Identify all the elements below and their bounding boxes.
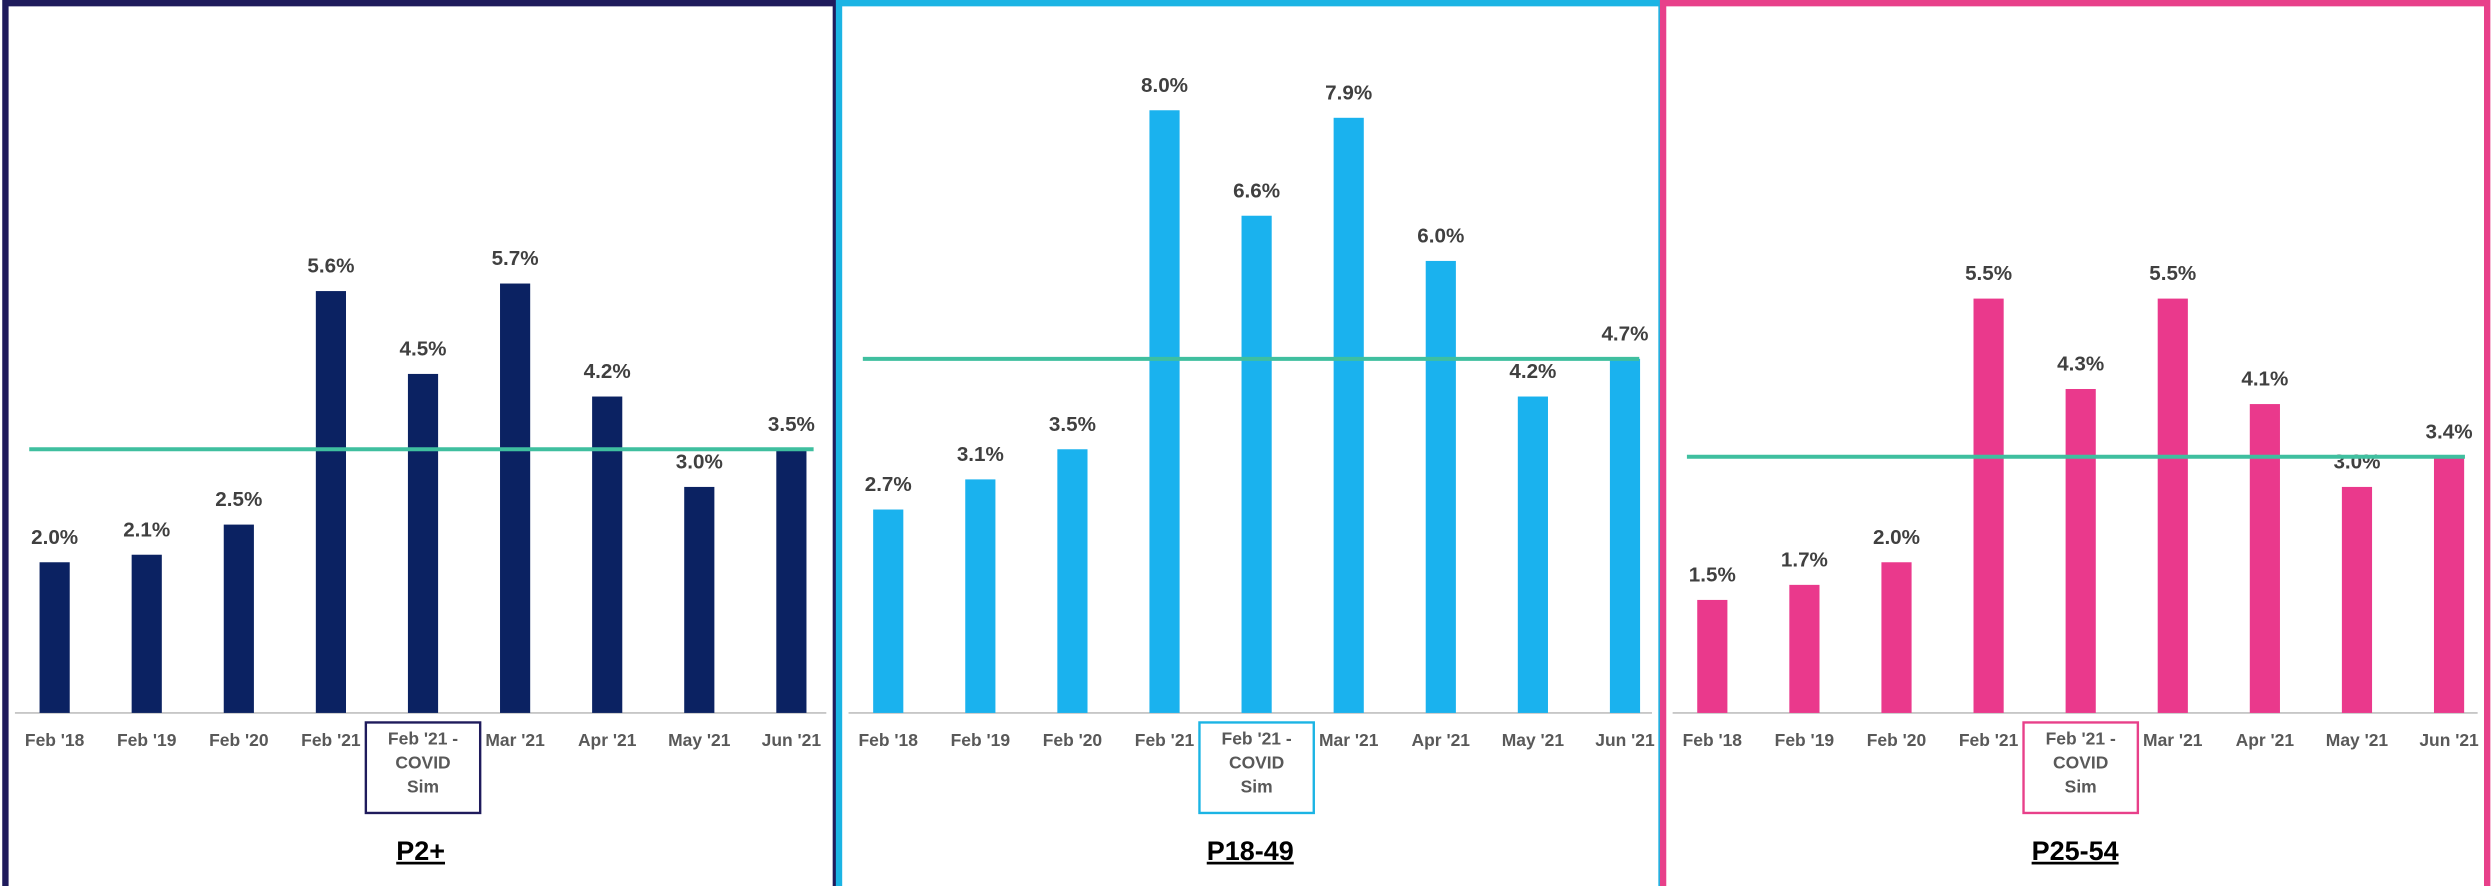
bar [407, 373, 439, 713]
bar [1149, 110, 1180, 713]
x-tick-label: Feb '18 [1683, 730, 1743, 750]
x-tick-label: Feb '19 [117, 730, 177, 750]
highlight-box [2022, 721, 2140, 815]
category-wrap: Feb '21 - COVID Sim [2045, 730, 2116, 798]
x-tick-label: May '21 [1502, 730, 1565, 750]
value-label: 5.5% [1965, 262, 2012, 285]
x-tick-label: Feb '21 [1135, 730, 1195, 750]
bar [500, 283, 531, 713]
value-label: 5.7% [492, 247, 539, 270]
bar [1881, 562, 1912, 713]
bar [1425, 260, 1456, 713]
x-tick-label: May '21 [668, 730, 731, 750]
bar [592, 396, 623, 713]
x-tick-label: Mar '21 [485, 730, 545, 750]
value-label: 1.5% [1689, 564, 1736, 587]
value-label: 4.1% [2241, 368, 2288, 391]
value-label: 4.7% [1601, 322, 1648, 345]
x-tick-label: Mar '21 [2143, 730, 2203, 750]
bar [2157, 298, 2188, 713]
x-tick-label: Feb '20 [1867, 730, 1926, 750]
bar [873, 509, 904, 713]
value-label: 8.0% [1141, 74, 1188, 97]
x-tick-label: Feb '18 [25, 730, 85, 750]
x-tick-label: Jun '21 [1595, 730, 1655, 750]
chart-panel: 2.0% Feb '18 2.1% Feb '19 2.5% Feb '20 5.6% Feb… [2, 0, 840, 886]
value-label: 4.5% [400, 338, 447, 361]
x-tick-label: May '21 [2326, 730, 2389, 750]
value-label: 2.0% [31, 526, 78, 549]
value-label: 6.0% [1417, 225, 1464, 248]
x-tick-label: Feb '18 [859, 730, 919, 750]
x-tick-label: Feb '20 [1043, 730, 1102, 750]
chart-title: P25-54 [2032, 836, 2119, 866]
bar [1241, 215, 1272, 713]
x-tick-label: Feb '20 [209, 730, 268, 750]
bar [223, 524, 254, 713]
value-label: 5.6% [307, 255, 354, 278]
value-label: 3.5% [1049, 413, 1096, 436]
value-label: 5.5% [2149, 262, 2196, 285]
value-label: 7.9% [1325, 81, 1372, 104]
bar [2065, 388, 2096, 713]
value-label: 2.1% [123, 518, 170, 541]
bar [776, 449, 807, 713]
category-wrap: Feb '21 - COVID Sim [387, 730, 459, 798]
bar [315, 291, 347, 713]
bar [1697, 599, 1728, 713]
bar [1057, 449, 1088, 713]
category-wrap: Feb '21 - COVID Sim [1221, 730, 1292, 798]
bar [1333, 117, 1364, 713]
value-label: 3.0% [2333, 451, 2380, 474]
bar [684, 486, 715, 713]
highlight-box [1198, 721, 1315, 815]
x-tick-label: Feb '19 [1775, 730, 1835, 750]
value-label: 4.2% [584, 360, 631, 383]
value-label: 4.2% [1509, 360, 1556, 383]
value-label: 3.0% [676, 451, 723, 474]
x-tick-label: Jun '21 [762, 730, 822, 750]
x-tick-label: Feb '21 [301, 730, 361, 750]
x-tick-label: Apr '21 [578, 730, 637, 750]
value-label: 6.6% [1233, 179, 1280, 202]
bar [2433, 456, 2465, 713]
bar [2341, 486, 2373, 713]
chart-title: P2+ [396, 836, 445, 866]
bar [1973, 298, 2004, 713]
value-label: 3.1% [957, 443, 1004, 466]
x-tick-label: Mar '21 [1319, 730, 1379, 750]
value-label: 3.5% [768, 413, 815, 436]
value-label: 2.7% [865, 473, 912, 496]
x-tick-label: Apr '21 [2236, 730, 2295, 750]
x-tick-label: Jun '21 [2419, 730, 2479, 750]
x-tick-label: Feb '21 - COVID Sim [2045, 730, 2116, 798]
bar [1789, 584, 1820, 713]
value-label: 4.3% [2057, 353, 2104, 376]
panel-border [1659, 0, 2491, 886]
bar [131, 554, 162, 713]
x-tick-label: Apr '21 [1412, 730, 1471, 750]
bar [2249, 404, 2280, 713]
value-label: 1.7% [1781, 548, 1828, 571]
highlight-box [364, 721, 482, 815]
x-tick-label: Feb '21 [1959, 730, 2019, 750]
x-tick-label: Feb '19 [951, 730, 1011, 750]
value-label: 2.5% [215, 488, 262, 511]
chart-panel: 2.7% Feb '18 3.1% Feb '19 3.5% Feb '20 8.0% Feb… [835, 0, 1665, 886]
chart-panel: 1.5% Feb '18 1.7% Feb '19 2.0% Feb '20 5.5% Feb… [1659, 0, 2491, 886]
x-tick-label: Feb '21 - COVID Sim [1221, 730, 1292, 798]
bar [1609, 358, 1641, 713]
bar [1517, 396, 1548, 713]
bar [965, 479, 996, 713]
bar [39, 562, 70, 713]
x-tick-label: Feb '21 - COVID Sim [387, 730, 459, 798]
chart-title: P18-49 [1207, 836, 1294, 866]
value-label: 3.4% [2426, 420, 2473, 443]
value-label: 2.0% [1873, 526, 1920, 549]
